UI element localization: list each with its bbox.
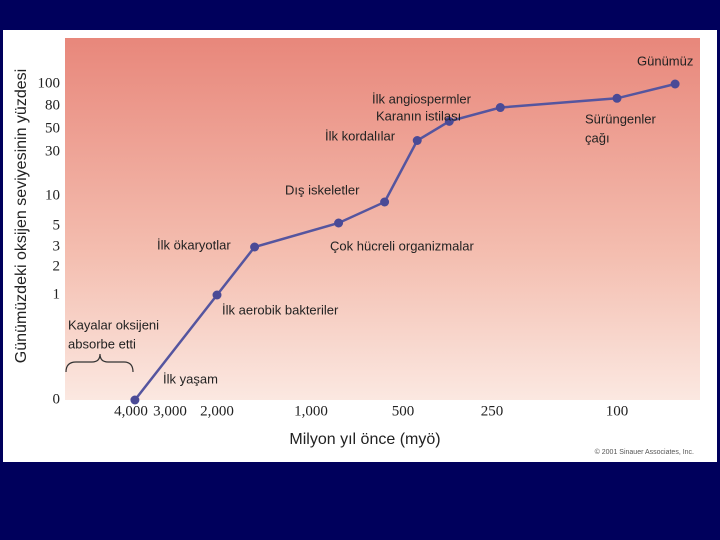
x-tick-label: 1,000 xyxy=(294,403,328,419)
brace xyxy=(65,353,134,373)
x-tick-label: 100 xyxy=(606,403,629,419)
annotation: Sürüngenler xyxy=(585,111,656,126)
annotation: Karanın istilası xyxy=(376,108,461,123)
x-tick-label: 2,000 xyxy=(200,403,234,419)
annotation: Kayalar oksijeni xyxy=(68,317,159,332)
x-tick-label: 3,000 xyxy=(153,403,187,419)
x-axis-label: Milyon yıl önce (myö) xyxy=(289,431,440,448)
annotation: İlk angiospermler xyxy=(372,91,472,106)
y-tick-label: 2 xyxy=(53,258,61,274)
annotation: Dış iskeletler xyxy=(285,182,360,197)
y-tick-label: 5 xyxy=(53,217,61,233)
y-tick-label: 50 xyxy=(45,120,60,136)
data-point xyxy=(212,290,222,300)
y-tick-label: 80 xyxy=(45,97,60,113)
data-point xyxy=(444,116,454,126)
annotation: İlk yaşam xyxy=(163,371,218,386)
annotation: Günümüz xyxy=(637,53,693,68)
data-line xyxy=(133,82,676,401)
y-tick-label: 10 xyxy=(45,187,60,203)
y-tick-label: 0 xyxy=(53,391,61,407)
data-point xyxy=(670,79,680,89)
credit: © 2001 Sinauer Associates, Inc. xyxy=(595,448,694,456)
y-tick-label: 100 xyxy=(38,75,61,91)
data-point xyxy=(334,218,344,228)
y-tick-label: 30 xyxy=(45,143,60,159)
y-tick-label: 3 xyxy=(53,238,61,254)
annotation: çağı xyxy=(585,130,610,145)
annotation: absorbe etti xyxy=(68,336,136,351)
x-tick-label: 4,000 xyxy=(114,403,148,419)
annotation: İlk ökaryotlar xyxy=(157,237,231,252)
data-point xyxy=(380,197,390,207)
data-point xyxy=(495,103,505,113)
y-tick-label: 1 xyxy=(53,286,61,302)
annotation: İlk aerobik bakteriler xyxy=(222,302,339,317)
x-tick-label: 250 xyxy=(481,403,504,419)
annotation: İlk kordalılar xyxy=(325,128,396,143)
data-point xyxy=(612,93,622,103)
annotation: Çok hücreli organizmalar xyxy=(330,238,474,253)
data-point xyxy=(250,242,260,252)
x-tick-label: 500 xyxy=(392,403,415,419)
y-axis-label: Günümüzdeki oksijen seviyesinin yüzdesi xyxy=(13,69,30,363)
plot-area xyxy=(65,38,700,400)
data-point xyxy=(412,136,422,145)
data-point xyxy=(130,395,140,405)
